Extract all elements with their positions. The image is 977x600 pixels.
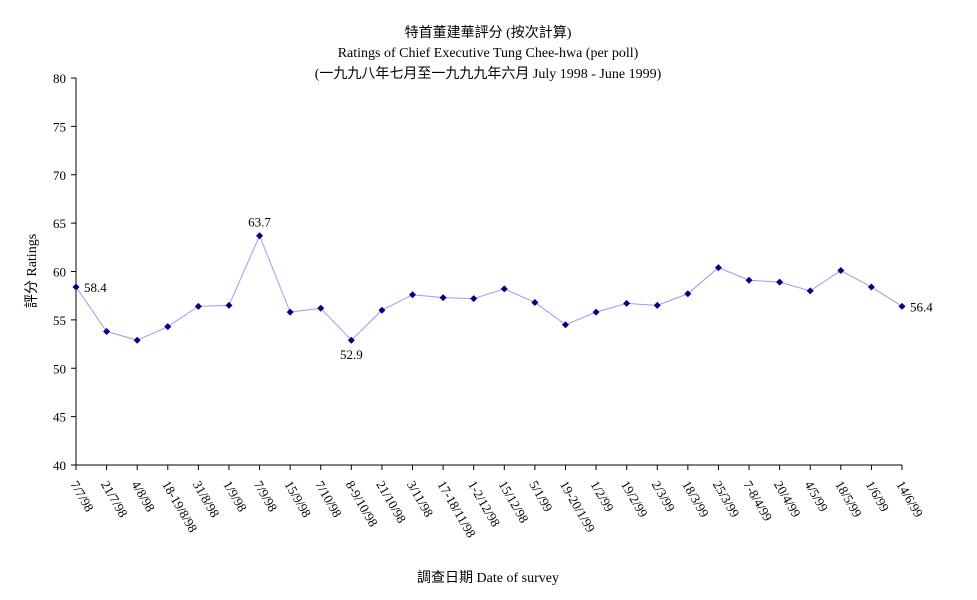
data-point [103, 327, 111, 335]
data-point [347, 336, 355, 344]
x-tick-label: 4/8/98 [129, 478, 159, 514]
data-point [409, 291, 417, 299]
data-point [592, 308, 600, 316]
x-tick-label: 15/9/98 [282, 478, 315, 520]
x-tick-label: 18/3/99 [679, 478, 712, 520]
y-tick-label: 80 [53, 71, 66, 86]
data-point [745, 276, 753, 284]
x-tick-label: 25/3/99 [710, 478, 743, 520]
data-label: 52.9 [340, 347, 363, 362]
data-point [867, 283, 875, 291]
chart-title-block: 特首董建華評分 (按次計算) Ratings of Chief Executive… [315, 25, 662, 82]
data-point [317, 304, 325, 312]
y-tick-label: 70 [53, 168, 66, 183]
data-point [898, 302, 906, 310]
x-tick-label: 1/6/99 [863, 478, 893, 514]
x-tick-label: 7/10/98 [312, 478, 345, 520]
data-point [194, 302, 202, 310]
chart-title-line-3: (一九九八年七月至一九九九年六月 July 1998 - June 1999) [315, 66, 662, 82]
data-point [286, 308, 294, 316]
y-tick-label: 40 [53, 458, 66, 473]
data-point [439, 294, 447, 302]
data-label: 63.7 [248, 215, 271, 230]
chart-title-line-1: 特首董建華評分 (按次計算) [405, 25, 572, 41]
x-tick-label: 2/3/99 [649, 478, 679, 514]
data-point [714, 264, 722, 272]
x-tick-label: 18/5/99 [832, 478, 865, 520]
data-point [133, 336, 141, 344]
data-point [623, 299, 631, 307]
x-tick-label: 7/9/98 [251, 478, 281, 514]
data-point [470, 295, 478, 303]
data-point [653, 301, 661, 309]
data-label: 56.4 [910, 299, 933, 314]
x-axis-title: 調查日期 Date of survey [417, 570, 559, 586]
x-tick-label: 19/2/99 [618, 478, 651, 520]
data-point [378, 306, 386, 314]
data-point [561, 321, 569, 329]
x-tick-label: 21/7/98 [98, 478, 131, 520]
x-tick-label: 1/2/99 [587, 478, 617, 514]
data-point [256, 232, 264, 240]
data-point [684, 290, 692, 298]
x-tick-label: 14/6/99 [893, 478, 926, 520]
data-label-layer: 58.4 63.7 52.9 56.4 [84, 215, 933, 362]
x-tick-label: 4/5/99 [802, 478, 832, 514]
x-tick-label: 1/9/98 [220, 478, 250, 514]
data-point [500, 285, 508, 293]
y-axis-title: 評分 Ratings [24, 234, 40, 308]
x-tick-label: 20/4/99 [771, 478, 804, 520]
data-point [72, 283, 80, 291]
x-tick-label: 3/11/98 [404, 478, 437, 519]
y-tick-label: 45 [53, 410, 66, 425]
x-tick-label: 31/8/98 [190, 478, 223, 520]
x-tick-label: 7/7/98 [67, 478, 97, 514]
data-point [806, 287, 814, 295]
y-tick-label: 55 [53, 313, 66, 328]
series-layer [72, 232, 906, 344]
chart-title-line-2: Ratings of Chief Executive Tung Chee-hwa… [338, 46, 639, 61]
y-tick-label: 65 [53, 216, 66, 231]
y-tick-label: 60 [53, 265, 66, 280]
x-tick-label: 5/1/99 [526, 478, 556, 514]
y-tick-label: 75 [53, 119, 66, 134]
data-point [837, 267, 845, 275]
series-line [75, 234, 903, 341]
y-axis: 40 45 50 55 60 65 70 75 80 [53, 71, 77, 473]
data-label: 58.4 [84, 280, 107, 295]
x-tick-label: 7-8/4/99 [740, 478, 775, 524]
data-point [531, 298, 539, 306]
data-point [225, 301, 233, 309]
data-point [776, 278, 784, 286]
data-point [164, 323, 172, 331]
y-tick-label: 50 [53, 361, 66, 376]
x-axis: 7/7/98 21/7/984/8/98 18-19/8/9831/8/981/9/… [67, 464, 926, 540]
